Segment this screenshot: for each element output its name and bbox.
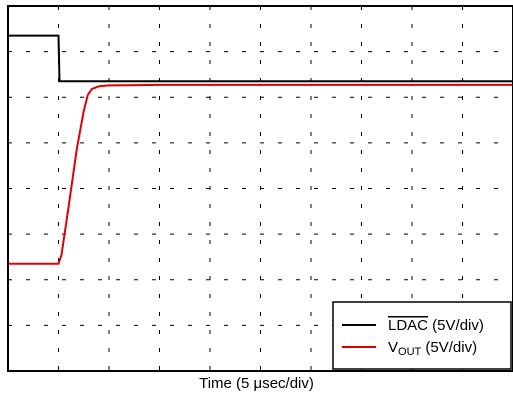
plot-frame	[7, 5, 513, 372]
legend: LDAC (5V/div) VOUT (5V/div)	[332, 301, 512, 370]
legend-label-vout: VOUT (5V/div)	[388, 339, 477, 358]
legend-ldac-name: LDAC	[388, 317, 428, 334]
legend-label-ldac: LDAC (5V/div)	[388, 317, 484, 334]
grid	[8, 6, 513, 371]
legend-vout-sub: OUT	[398, 346, 422, 358]
series-group	[8, 34, 513, 265]
legend-ldac-suffix: (5V/div)	[428, 317, 484, 334]
series-line-vout	[8, 83, 513, 265]
legend-box	[332, 301, 512, 370]
legend-vout-suffix: (5V/div)	[421, 339, 477, 356]
series-line-ldac	[8, 34, 513, 83]
legend-vout-prefix: V	[388, 339, 398, 356]
x-axis-label: Time (5 μsec/div)	[199, 375, 314, 392]
